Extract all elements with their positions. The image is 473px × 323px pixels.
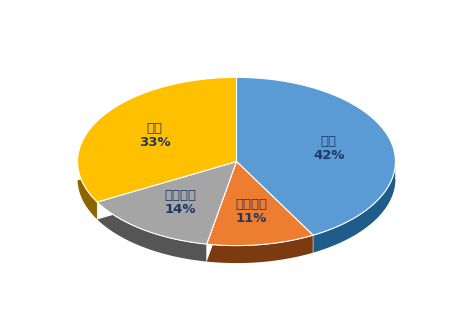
Polygon shape (236, 162, 395, 253)
Polygon shape (207, 162, 313, 263)
Text: 균열: 균열 (321, 135, 337, 149)
Text: 괴상박락: 괴상박락 (165, 189, 196, 202)
Text: 누수: 누수 (147, 122, 162, 135)
Text: 42%: 42% (313, 150, 345, 162)
Polygon shape (97, 162, 236, 244)
Polygon shape (78, 78, 236, 202)
Polygon shape (78, 162, 236, 220)
Polygon shape (207, 162, 313, 245)
Text: 11%: 11% (236, 212, 267, 225)
Polygon shape (97, 162, 236, 262)
Text: 14%: 14% (165, 203, 196, 216)
Text: 대형박리: 대형박리 (236, 198, 267, 211)
Polygon shape (236, 78, 395, 235)
Text: 33%: 33% (139, 136, 170, 149)
